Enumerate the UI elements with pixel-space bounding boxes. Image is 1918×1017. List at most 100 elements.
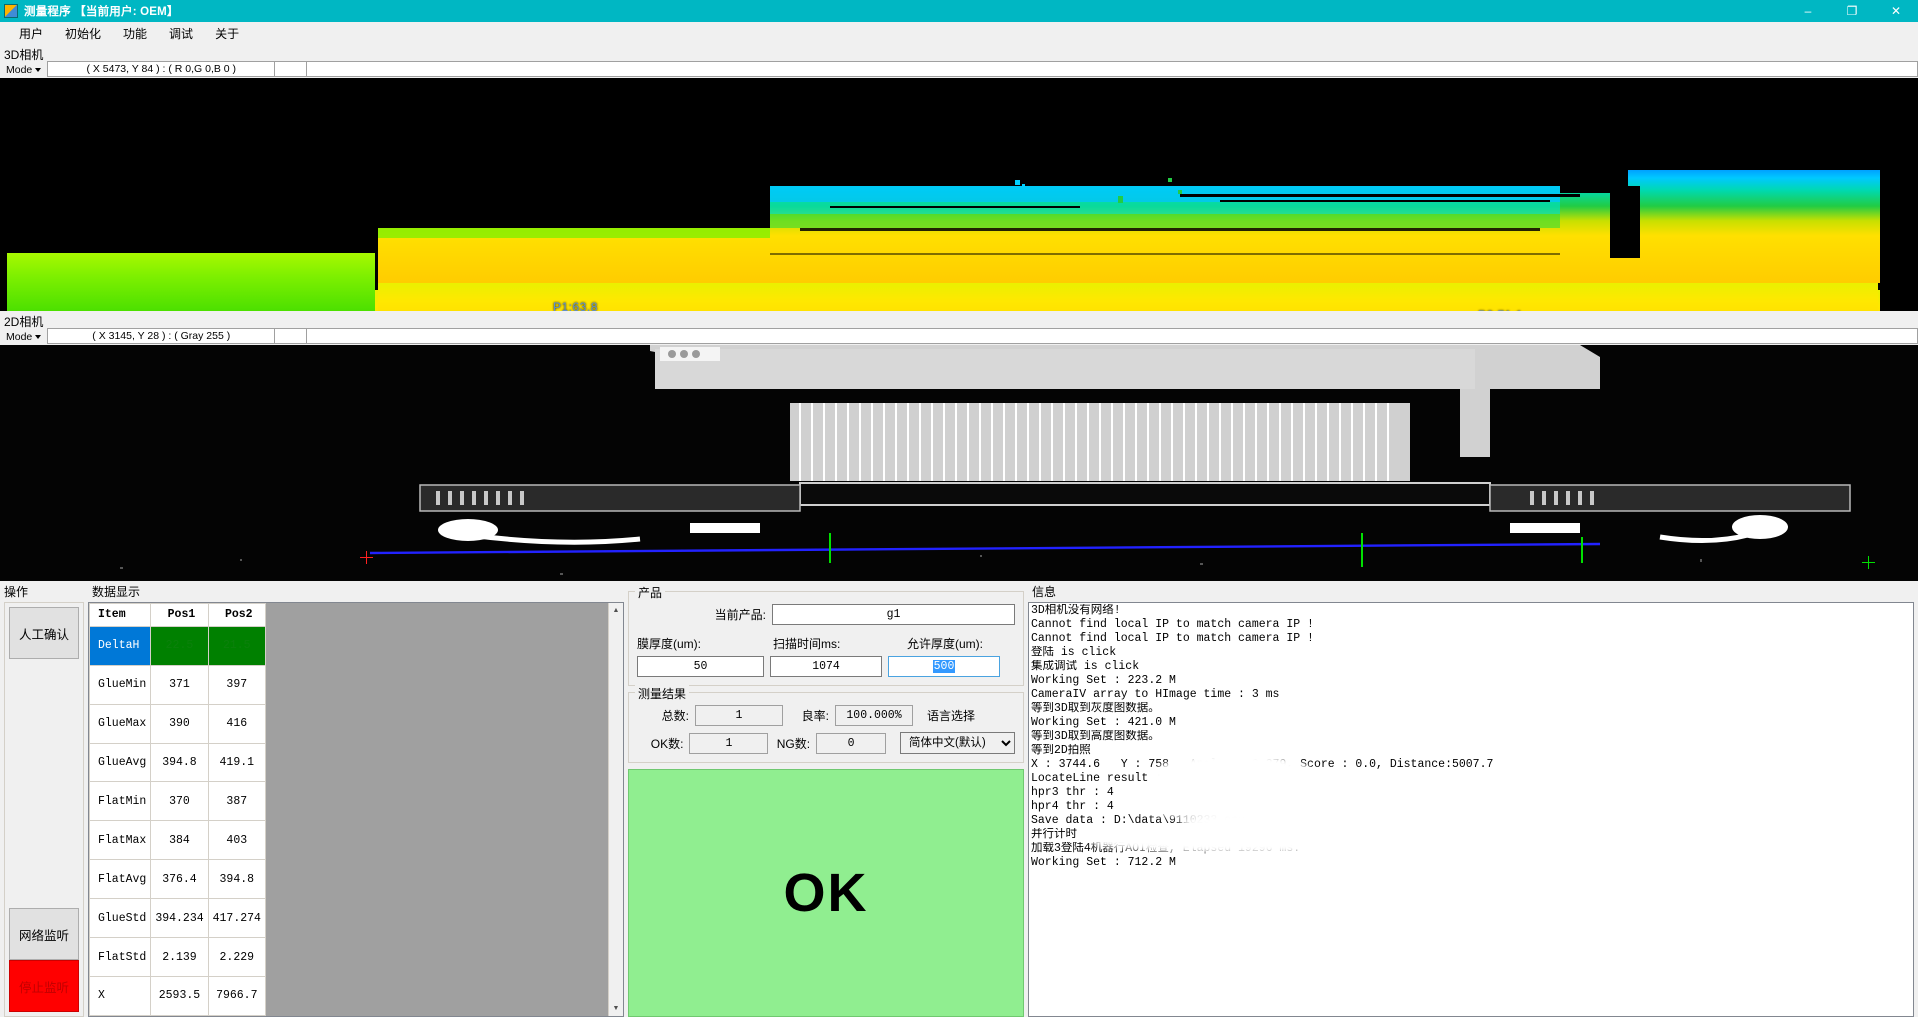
table-row[interactable]: X 2593.5 7966.7 — [89, 975, 266, 1016]
info-caption: 信息 — [1032, 585, 1057, 599]
camera-2d-coordinate-readout: ( X 3145, Y 28 ) : ( Gray 255 ) — [47, 328, 276, 344]
camera-2d-toolbar-slot-1[interactable] — [274, 328, 308, 344]
camera-2d-grayscale-image — [0, 345, 1918, 581]
manual-confirm-button[interactable]: 人工确认 — [9, 607, 79, 659]
menu-item-init[interactable]: 初始化 — [65, 26, 102, 41]
log-line: Cannot find local IP to match camera IP … — [1031, 632, 1314, 645]
camera-2d-mode-button[interactable]: Mode — [0, 328, 47, 345]
log-line: Working Set : 223.2 M — [1031, 674, 1176, 687]
table-row[interactable]: GlueMin 371 397 — [89, 664, 266, 705]
camera-2d-toolbar-slot-2[interactable] — [306, 328, 1918, 344]
language-label: 语言选择 — [927, 709, 976, 723]
cell-item: FlatMax — [89, 820, 152, 861]
camera-2d-viewport[interactable] — [0, 345, 1918, 581]
log-line: CameraIV array to HImage time : 3 ms — [1031, 688, 1280, 701]
minimize-button[interactable]: – — [1804, 4, 1812, 18]
data-grid-empty-area — [265, 603, 608, 1016]
cell-pos2: 397 — [207, 664, 266, 705]
redaction-smudge-4 — [1089, 829, 1419, 853]
menu-item-user[interactable]: 用户 — [19, 26, 44, 41]
camera-2d-toolbar: Mode ( X 3145, Y 28 ) : ( Gray 255 ) — [0, 328, 1918, 345]
scan-time-label: 扫描时间ms: — [773, 637, 841, 651]
scroll-down-icon[interactable]: ▼ — [608, 1001, 623, 1016]
scroll-up-icon[interactable]: ▲ — [608, 603, 623, 618]
current-product-input[interactable]: g1 — [772, 604, 1015, 625]
camera-2d-mode-label: Mode — [6, 330, 33, 343]
log-line: Cannot find local IP to match camera IP … — [1031, 618, 1314, 631]
camera-3d-annotation-p1: P1:63.8 — [553, 300, 598, 311]
film-thickness-input[interactable]: 50 — [637, 656, 764, 677]
language-select[interactable]: 简体中文(默认)English繁體中文 — [899, 732, 1015, 754]
camera-3d-viewport[interactable]: P1:63.8 P2:71.1 — [0, 78, 1918, 311]
cell-pos2: 403 — [207, 820, 266, 861]
cell-pos2: 7966.7 — [207, 975, 266, 1016]
close-button[interactable]: ✕ — [1890, 4, 1902, 18]
log-line: Working Set : 712.2 M — [1031, 856, 1176, 869]
camera-3d-toolbar-slot-2[interactable] — [306, 61, 1918, 77]
table-row[interactable]: GlueAvg 394.8 419.1 — [89, 742, 266, 783]
network-listen-button[interactable]: 网络监听 — [9, 908, 79, 960]
bottom-section: 操作 人工确认 网络监听 停止监听 数据显示 Item Pos1 Pos2 — [0, 581, 1918, 1017]
allow-thickness-input[interactable]: 500 — [888, 656, 1000, 677]
yield-label: 良率: — [801, 709, 829, 723]
menu-item-about[interactable]: 关于 — [215, 26, 240, 41]
cell-pos2: 394.8 — [207, 859, 266, 900]
measure-caption: 测量结果 — [635, 685, 690, 702]
camera-3d-toolbar-slot-1[interactable] — [274, 61, 308, 77]
chevron-down-icon — [35, 67, 42, 72]
film-thickness-label: 膜厚度(um): — [637, 637, 701, 651]
table-row[interactable]: FlatMax 384 403 — [89, 820, 266, 861]
cell-pos1: 394.234 — [150, 898, 209, 939]
camera-3d-mode-button[interactable]: Mode — [0, 61, 47, 78]
cell-pos1: 370 — [150, 781, 209, 822]
camera-3d-heightmap — [0, 78, 1918, 311]
crosshair-marker-left-2d — [360, 551, 373, 564]
scroll-track[interactable] — [608, 618, 623, 1001]
cell-pos1: 376.4 — [150, 859, 209, 900]
table-row[interactable]: GlueMax 390 416 — [89, 703, 266, 744]
data-grid-wrapper: Item Pos1 Pos2 DeltaH 22.5 21.5 GlueMin 371 3… — [88, 602, 624, 1017]
log-line: hpr3 thr : 4 — [1031, 786, 1114, 799]
chevron-down-icon — [35, 334, 42, 339]
cell-pos2: 2.229 — [207, 937, 266, 977]
operations-column: 操作 人工确认 网络监听 停止监听 — [0, 581, 88, 1017]
column-header-item: Item — [89, 603, 152, 627]
allow-thickness-label: 允许厚度(um): — [907, 637, 983, 651]
table-row[interactable]: FlatStd 2.139 2.229 — [89, 937, 266, 977]
menu-item-debug[interactable]: 调试 — [169, 26, 194, 41]
window-controls: – ❐ ✕ — [1786, 0, 1918, 22]
column-header-pos1: Pos1 — [150, 603, 209, 627]
cell-item: FlatStd — [89, 937, 152, 977]
window-title: 测量程序 【当前用户: OEM】 — [24, 6, 179, 18]
camera-3d-caption: 3D相机 — [4, 48, 44, 62]
cell-item: GlueStd — [89, 898, 152, 939]
product-group: 产品 当前产品: g1 膜厚度(um): 扫描时间ms: 允许厚度(um): 5… — [628, 584, 1024, 686]
stop-listen-button[interactable]: 停止监听 — [9, 960, 79, 1012]
table-row[interactable]: GlueStd 394.234 417.274 — [89, 898, 266, 939]
operations-spacer — [9, 659, 79, 908]
camera-3d-mode-label: Mode — [6, 63, 33, 76]
maximize-button[interactable]: ❐ — [1846, 4, 1858, 18]
info-log[interactable]: 3D相机没有网络! Cannot find local IP to match c… — [1028, 602, 1914, 1017]
data-grid[interactable]: Item Pos1 Pos2 DeltaH 22.5 21.5 GlueMin 371 3… — [89, 603, 266, 1016]
cell-pos1: 2.139 — [150, 937, 209, 977]
column-header-pos2: Pos2 — [207, 603, 266, 627]
data-grid-scrollbar[interactable]: ▲ ▼ — [608, 603, 623, 1016]
data-display-caption: 数据显示 — [92, 585, 141, 599]
scan-time-input[interactable]: 1074 — [770, 656, 882, 677]
menu-item-func[interactable]: 功能 — [123, 26, 148, 41]
log-line: 并行计时 — [1031, 828, 1077, 841]
camera-3d-annotation-p2: P2:71.1 — [1478, 308, 1523, 311]
data-grid-body: DeltaH 22.5 21.5 GlueMin 371 397 GlueMax 390 416… — [89, 625, 266, 1016]
table-row[interactable]: DeltaH 22.5 21.5 — [89, 625, 266, 666]
cell-pos1: 384 — [150, 820, 209, 861]
ok-count-value: 1 — [689, 732, 769, 754]
table-row[interactable]: FlatAvg 376.4 394.8 — [89, 859, 266, 900]
product-column: 产品 当前产品: g1 膜厚度(um): 扫描时间ms: 允许厚度(um): 5… — [628, 581, 1028, 1017]
cell-item: GlueAvg — [89, 742, 152, 783]
cell-pos2: 21.5 — [207, 625, 266, 666]
total-count-label: 总数: — [661, 709, 689, 723]
cell-pos2: 417.274 — [207, 898, 266, 939]
table-row[interactable]: FlatMin 370 387 — [89, 781, 266, 822]
cell-pos2: 416 — [207, 703, 266, 744]
